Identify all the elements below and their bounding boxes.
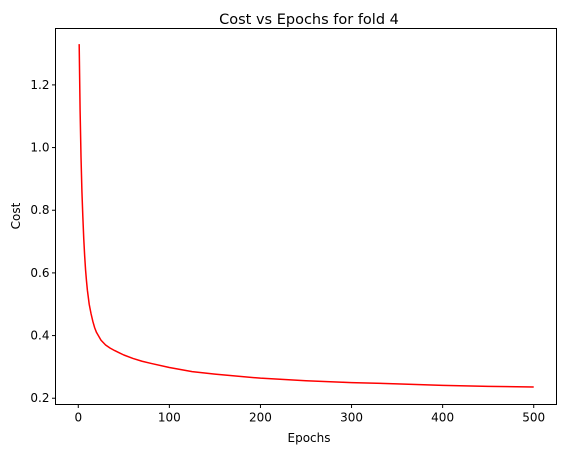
x-axis-label: Epochs — [288, 431, 331, 445]
y-tick-label: 1.0 — [30, 141, 49, 155]
y-tick-label: 1.2 — [30, 78, 49, 92]
x-tick-label: 500 — [522, 411, 545, 425]
y-tick-label: 0.8 — [30, 203, 49, 217]
x-tick-label: 300 — [340, 411, 363, 425]
x-tick-label: 400 — [431, 411, 454, 425]
plot-area — [78, 44, 534, 388]
x-tick-label: 200 — [249, 411, 272, 425]
y-tick-label: 0.6 — [30, 266, 49, 280]
y-axis-label: Cost — [9, 202, 23, 229]
x-tick-label: 0 — [74, 411, 82, 425]
x-tick-label: 100 — [158, 411, 181, 425]
y-tick-label: 0.2 — [30, 391, 49, 405]
chart-title: Cost vs Epochs for fold 4 — [219, 12, 399, 28]
y-tick-label: 0.4 — [30, 329, 49, 343]
plot-frame — [55, 28, 557, 405]
y-axis: 0.2 0.4 0.6 0.8 1.0 1.2 — [30, 78, 56, 405]
series-line-0 — [78, 44, 534, 388]
x-axis: 0 100 200 300 400 500 — [74, 404, 545, 425]
